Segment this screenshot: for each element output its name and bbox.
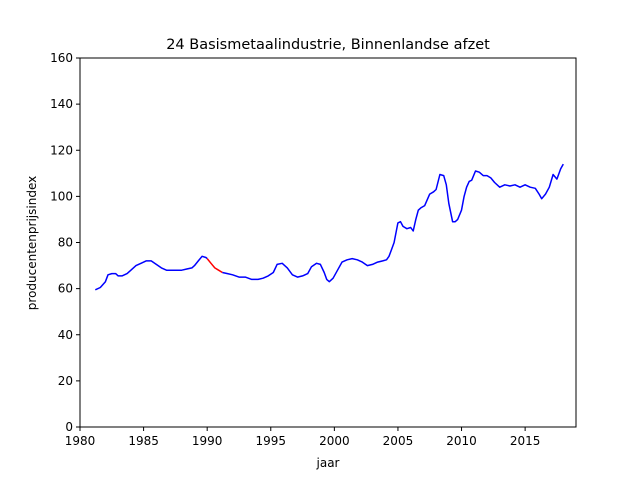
x-tick-label: 1990: [192, 434, 223, 448]
x-tick-label: 2010: [446, 434, 477, 448]
chart-title: 24 Basismetaalindustrie, Binnenlandse af…: [166, 37, 490, 53]
y-tick-label: 20: [58, 374, 73, 388]
x-tick-label: 1980: [65, 434, 96, 448]
y-tick-label: 80: [58, 236, 73, 250]
y-tick-label: 100: [50, 189, 73, 203]
x-tick-label: 2000: [319, 434, 350, 448]
x-axis-label: jaar: [316, 456, 340, 470]
x-tick-label: 2005: [383, 434, 414, 448]
x-tick-label: 1985: [128, 434, 159, 448]
y-axis-ticks: 0 20 40 60 80 100 120 140 160: [50, 51, 80, 434]
y-axis-label: producentenprijsindex: [25, 176, 39, 310]
series-line-3: [222, 163, 564, 283]
y-tick-label: 140: [50, 97, 73, 111]
y-tick-label: 0: [65, 420, 73, 434]
y-tick-label: 120: [50, 143, 73, 157]
series-line-2: [206, 258, 223, 274]
series-line-1: [94, 255, 208, 291]
x-tick-label: 2015: [510, 434, 541, 448]
series-layer: [94, 163, 564, 291]
y-tick-label: 60: [58, 282, 73, 296]
y-tick-label: 160: [50, 51, 73, 65]
x-tick-label: 1995: [255, 434, 286, 448]
y-tick-label: 40: [58, 328, 73, 342]
x-axis-ticks: 1980 1985 1990 1995 2000 2005 2010 2015: [65, 427, 541, 448]
